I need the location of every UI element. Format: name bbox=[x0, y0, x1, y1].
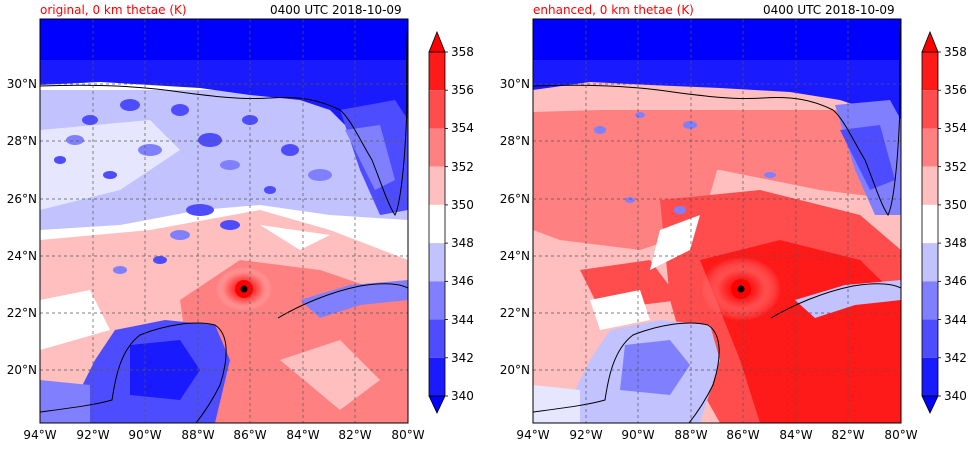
colorbar-tick-label: 348 bbox=[944, 236, 967, 251]
colorbar-tick-label: 348 bbox=[451, 236, 474, 251]
colorbar-tick-label: 358 bbox=[944, 45, 967, 59]
gridlines bbox=[40, 19, 901, 423]
colorbar-segment bbox=[429, 319, 445, 358]
lat-tick: 30°N bbox=[499, 77, 530, 91]
right-map-frame bbox=[532, 18, 902, 424]
colorbar-segment bbox=[429, 281, 445, 320]
colorbar-tick-label: 340 bbox=[944, 389, 967, 403]
colorbar-segment bbox=[922, 243, 938, 282]
lon-tick: 90°W bbox=[128, 428, 162, 442]
colorbar-tick-label: 340 bbox=[451, 389, 474, 403]
colorbar-segment bbox=[429, 128, 445, 167]
right-panel-title: enhanced, 0 km thetae (K) bbox=[533, 3, 694, 17]
colorbar-segment bbox=[922, 319, 938, 358]
lon-tick: 94°W bbox=[23, 428, 57, 442]
colorbar-segment bbox=[922, 166, 938, 205]
left-map-field bbox=[40, 19, 408, 423]
lon-tick: 90°W bbox=[621, 428, 655, 442]
coastlines bbox=[40, 19, 901, 423]
left-colorbar bbox=[428, 30, 448, 414]
left-map-frame bbox=[39, 18, 409, 424]
right-panel-time: 0400 UTC 2018-10-09 bbox=[763, 3, 895, 17]
lat-tick: 30°N bbox=[6, 77, 37, 91]
left-panel-title: original, 0 km thetae (K) bbox=[40, 3, 187, 17]
lon-tick: 82°W bbox=[831, 428, 865, 442]
lat-tick: 26°N bbox=[6, 192, 37, 206]
lon-tick: 82°W bbox=[338, 428, 372, 442]
colorbar-tick-label: 356 bbox=[944, 83, 967, 98]
left-panel-time: 0400 UTC 2018-10-09 bbox=[270, 3, 402, 17]
colorbar-tick-label: 344 bbox=[944, 312, 967, 327]
colorbar-extend-min bbox=[921, 395, 939, 414]
lon-tick: 80°W bbox=[884, 428, 918, 442]
colorbar-segment bbox=[922, 128, 938, 167]
colorbar-frame bbox=[921, 51, 939, 397]
lon-tick: 88°W bbox=[181, 428, 215, 442]
lat-tick: 22°N bbox=[499, 306, 530, 320]
storm-center-marker-right bbox=[737, 285, 745, 293]
lat-tick: 24°N bbox=[499, 249, 530, 263]
lat-tick: 26°N bbox=[499, 192, 530, 206]
lat-tick: 28°N bbox=[6, 134, 37, 148]
colorbar-tick-label: 354 bbox=[944, 121, 967, 136]
lon-tick: 92°W bbox=[569, 428, 603, 442]
colorbar-tick-label: 346 bbox=[451, 274, 474, 289]
colorbar-tick-label: 344 bbox=[451, 312, 474, 327]
lon-tick: 92°W bbox=[76, 428, 110, 442]
colorbar-segment bbox=[922, 281, 938, 320]
lon-tick: 80°W bbox=[391, 428, 425, 442]
lon-tick: 86°W bbox=[726, 428, 760, 442]
lon-tick: 84°W bbox=[286, 428, 320, 442]
colorbar-segment bbox=[429, 166, 445, 205]
lon-tick: 84°W bbox=[779, 428, 813, 442]
colorbar-tick-label: 358 bbox=[451, 45, 474, 59]
storm-center-marker-left bbox=[240, 285, 248, 293]
lat-tick: 20°N bbox=[6, 363, 37, 377]
colorbar-tick-label: 342 bbox=[944, 350, 967, 365]
colorbar-tick-label: 350 bbox=[944, 197, 967, 212]
colorbar-extend-max bbox=[921, 30, 939, 53]
colorbar-segment bbox=[429, 357, 445, 396]
colorbar-tick-label: 346 bbox=[944, 274, 967, 289]
colorbar-segment bbox=[922, 90, 938, 129]
colorbar-tick-label: 352 bbox=[451, 159, 474, 174]
colorbar-segment bbox=[429, 90, 445, 129]
colorbar-tick-label: 356 bbox=[451, 83, 474, 98]
colorbar-tick-label: 352 bbox=[944, 159, 967, 174]
colorbar-segment bbox=[429, 243, 445, 282]
lat-tick: 22°N bbox=[6, 306, 37, 320]
colorbar-extend-max bbox=[428, 30, 446, 53]
colorbar-segment bbox=[429, 204, 445, 244]
lon-tick: 86°W bbox=[233, 428, 267, 442]
lat-tick: 20°N bbox=[499, 363, 530, 377]
lat-tick: 24°N bbox=[6, 249, 37, 263]
lon-tick: 94°W bbox=[516, 428, 550, 442]
colorbar-tick-label: 342 bbox=[451, 350, 474, 365]
colorbar-extend-min bbox=[428, 395, 446, 414]
colorbar-segment bbox=[922, 204, 938, 244]
colorbar-segment bbox=[922, 52, 938, 91]
right-map-field bbox=[533, 19, 901, 423]
colorbar-tick-label: 354 bbox=[451, 121, 474, 136]
colorbar-tick-label: 350 bbox=[451, 197, 474, 212]
colorbar-segment bbox=[429, 52, 445, 91]
lon-tick: 88°W bbox=[674, 428, 708, 442]
right-colorbar bbox=[921, 30, 941, 414]
colorbar-segment bbox=[922, 357, 938, 396]
lat-tick: 28°N bbox=[499, 134, 530, 148]
colorbar-frame bbox=[428, 51, 446, 397]
